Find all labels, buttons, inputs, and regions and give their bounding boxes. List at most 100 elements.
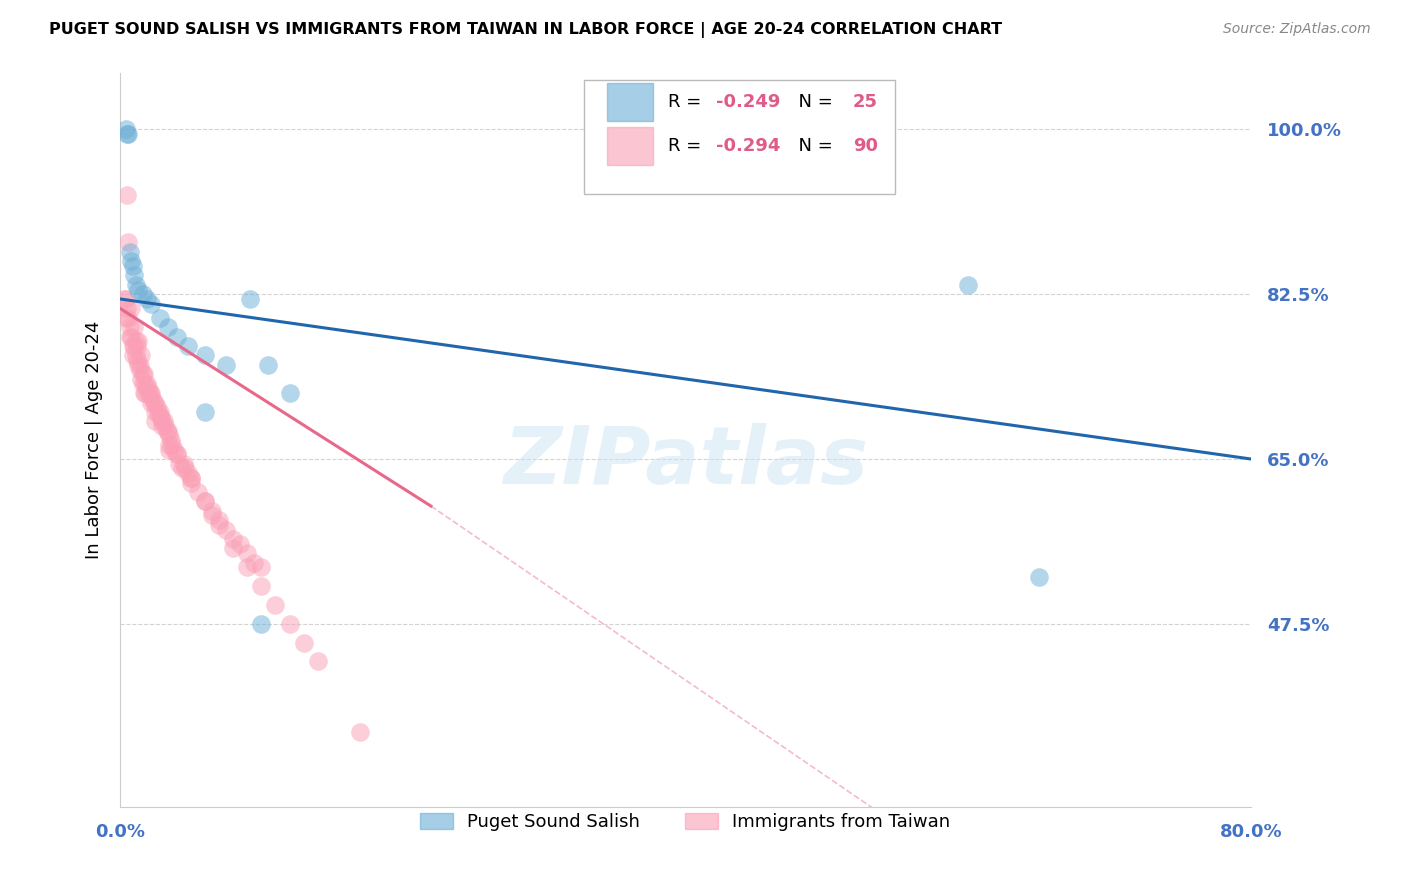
FancyBboxPatch shape <box>607 127 652 165</box>
Text: 25: 25 <box>853 93 877 111</box>
Point <box>159 428 181 442</box>
Point <box>117 310 139 325</box>
Text: -0.294: -0.294 <box>716 137 780 155</box>
Point <box>141 391 163 405</box>
Point <box>150 414 173 428</box>
Point <box>194 348 217 362</box>
Point <box>292 635 315 649</box>
FancyBboxPatch shape <box>607 83 652 120</box>
Point <box>149 409 172 424</box>
Point <box>139 296 162 310</box>
Point <box>194 494 217 508</box>
Point <box>163 442 186 457</box>
Point <box>115 127 138 141</box>
Point <box>122 320 145 334</box>
Point <box>125 353 148 368</box>
Point <box>150 419 173 434</box>
Point <box>142 395 165 409</box>
Point <box>201 508 224 523</box>
Point <box>278 616 301 631</box>
Point <box>120 329 142 343</box>
Point <box>127 358 149 372</box>
Text: R =: R = <box>668 137 707 155</box>
Point <box>117 127 139 141</box>
Point <box>194 405 217 419</box>
Text: N =: N = <box>787 137 838 155</box>
Point <box>134 386 156 401</box>
Point <box>131 376 153 391</box>
Text: ZIPatlas: ZIPatlas <box>503 423 868 501</box>
Point <box>222 532 245 546</box>
Point <box>236 546 259 560</box>
Point <box>215 358 238 372</box>
Point <box>215 523 238 537</box>
Point <box>257 358 280 372</box>
Point <box>349 725 371 739</box>
Point <box>129 372 152 386</box>
Point <box>278 386 301 401</box>
Point <box>180 471 202 485</box>
Point <box>180 471 202 485</box>
Point <box>125 339 148 353</box>
Point <box>146 405 169 419</box>
Point <box>157 424 180 438</box>
Point <box>127 334 149 349</box>
Point <box>118 244 141 259</box>
Point <box>239 292 262 306</box>
Point <box>157 320 180 334</box>
Point <box>173 457 195 471</box>
Point <box>153 419 176 434</box>
Point <box>124 334 146 349</box>
Point <box>135 376 157 391</box>
Point <box>131 368 153 382</box>
Point <box>208 517 231 532</box>
Point <box>172 461 194 475</box>
Point <box>148 405 170 419</box>
Point <box>177 466 200 480</box>
Point <box>160 433 183 447</box>
Point <box>132 368 155 382</box>
Point <box>120 254 142 268</box>
Text: N =: N = <box>787 93 838 111</box>
Point <box>135 292 157 306</box>
Point <box>128 358 150 372</box>
Text: 90: 90 <box>853 137 877 155</box>
Point <box>201 504 224 518</box>
Point <box>264 598 287 612</box>
Point <box>124 277 146 292</box>
Point <box>120 301 142 316</box>
Point <box>166 447 188 461</box>
Point <box>1028 570 1050 584</box>
Point <box>131 287 153 301</box>
Text: -0.249: -0.249 <box>716 93 780 111</box>
Point <box>174 461 197 475</box>
Point <box>156 424 179 438</box>
FancyBboxPatch shape <box>583 80 894 194</box>
Point <box>148 310 170 325</box>
Point <box>957 277 980 292</box>
Point <box>250 560 273 574</box>
Point <box>145 401 167 415</box>
Point <box>114 292 136 306</box>
Point <box>112 292 135 306</box>
Point <box>121 339 143 353</box>
Point <box>118 320 141 334</box>
Legend: Puget Sound Salish, Immigrants from Taiwan: Puget Sound Salish, Immigrants from Taiw… <box>413 806 957 838</box>
Point <box>124 348 146 362</box>
Point <box>169 457 191 471</box>
Point <box>122 339 145 353</box>
Point <box>114 310 136 325</box>
Point <box>134 376 156 391</box>
Point <box>159 438 181 452</box>
Point <box>159 442 181 457</box>
Point <box>166 329 188 343</box>
Point <box>148 409 170 424</box>
Point <box>115 301 138 316</box>
Point <box>143 414 166 428</box>
Text: R =: R = <box>668 93 707 111</box>
Point <box>136 381 159 395</box>
Point <box>162 438 184 452</box>
Point <box>143 395 166 409</box>
Point <box>132 386 155 401</box>
Point <box>222 541 245 556</box>
